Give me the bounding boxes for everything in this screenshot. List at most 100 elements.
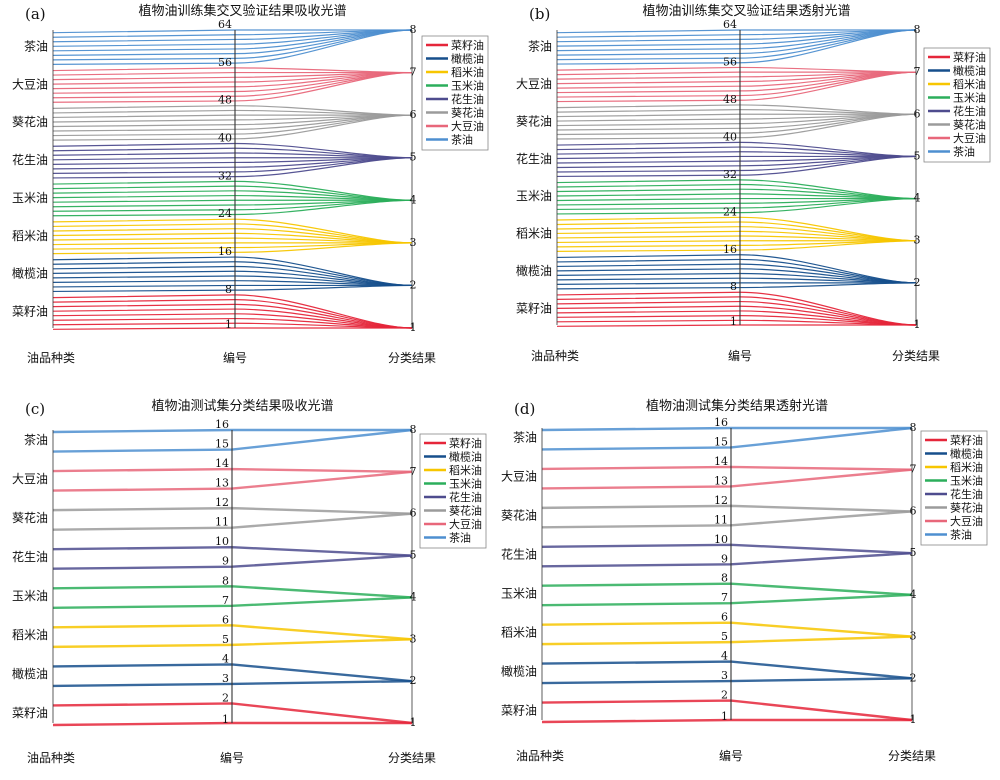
class-tick-label: 7	[410, 465, 417, 478]
id-tick-label: 11	[215, 516, 229, 529]
axis-title: 编号	[223, 350, 247, 365]
sample-line-16	[52, 256, 413, 287]
legend-entry: 橄榄油	[451, 52, 484, 66]
legend-entry: 大豆油	[950, 514, 983, 528]
legend-entry: 茶油	[451, 133, 473, 147]
category-label: 玉米油	[12, 191, 48, 205]
id-tick-label: 16	[714, 416, 728, 429]
category-label: 稻米油	[501, 625, 537, 639]
class-tick-label: 2	[410, 674, 417, 687]
id-tick-label: 10	[714, 533, 728, 546]
id-tick-label: 56	[218, 56, 232, 69]
panel-label: (c)	[25, 400, 45, 418]
series-lines	[556, 29, 917, 327]
sample-line-1	[52, 327, 412, 330]
id-tick-label: 16	[215, 418, 229, 431]
sample-line-8	[556, 291, 917, 326]
id-tick-label: 24	[723, 205, 737, 218]
axis-title: 编号	[719, 748, 743, 763]
category-label: 花生油	[12, 152, 48, 167]
id-tick-label: 40	[218, 132, 232, 145]
legend-entry: 菜籽油	[451, 38, 484, 52]
legend-entry: 玉米油	[451, 79, 484, 93]
id-tick-label: 3	[721, 669, 728, 682]
legend-entry: 花生油	[451, 92, 484, 106]
category-label: 大豆油	[501, 470, 537, 484]
class-tick-label: 5	[910, 546, 917, 559]
class-tick-label: 3	[914, 234, 921, 247]
legend-entry: 稻米油	[449, 463, 482, 477]
chart-title: 植物油测试集分类结果吸收光谱	[151, 398, 333, 414]
legend-entry: 葵花油	[953, 118, 986, 132]
id-tick-label: 8	[222, 574, 229, 587]
category-label: 橄榄油	[12, 266, 48, 281]
axis-title: 分类结果	[388, 751, 436, 765]
id-tick-label: 14	[215, 457, 229, 470]
class-tick-label: 7	[410, 66, 417, 79]
category-label: 大豆油	[12, 77, 48, 91]
id-tick-label: 11	[714, 513, 728, 526]
id-tick-label: 12	[215, 496, 229, 509]
legend-entry: 葵花油	[451, 106, 484, 120]
sample-line-32	[556, 179, 917, 200]
class-tick-label: 7	[914, 65, 921, 78]
id-tick-label: 7	[721, 591, 728, 604]
id-tick-label: 16	[218, 245, 232, 258]
id-tick-label: 1	[730, 315, 737, 328]
sample-line-40	[52, 142, 413, 159]
legend-entry: 稻米油	[953, 77, 986, 91]
category-label: 稻米油	[12, 229, 48, 243]
id-tick-label: 13	[714, 474, 728, 487]
legend-entry: 花生油	[953, 104, 986, 118]
id-tick-label: 4	[721, 650, 728, 663]
legend-entry: 菜籽油	[953, 50, 986, 64]
category-label: 稻米油	[516, 227, 552, 241]
category-label: 葵花油	[501, 508, 537, 523]
id-tick-label: 14	[714, 455, 728, 468]
id-tick-label: 10	[215, 535, 229, 548]
category-label: 茶油	[513, 430, 537, 445]
category-label: 菜籽油	[516, 302, 552, 316]
legend-entry: 稻米油	[950, 460, 983, 474]
id-tick-label: 1	[721, 710, 728, 723]
id-tick-label: 1	[225, 318, 232, 331]
id-tick-label: 4	[222, 652, 229, 665]
class-tick-label: 7	[910, 463, 917, 476]
legend-entry: 橄榄油	[950, 447, 983, 461]
id-tick-label: 9	[222, 555, 229, 568]
category-label: 玉米油	[516, 189, 552, 203]
id-tick-label: 2	[222, 691, 229, 704]
id-tick-label: 32	[723, 168, 737, 181]
class-tick-label: 4	[910, 588, 917, 601]
id-tick-label: 6	[222, 613, 229, 626]
category-label: 葵花油	[516, 113, 552, 128]
legend-entry: 大豆油	[953, 131, 986, 145]
id-tick-label: 3	[222, 672, 229, 685]
class-tick-label: 8	[410, 23, 417, 36]
category-label: 花生油	[12, 549, 48, 564]
class-tick-label: 2	[910, 671, 917, 684]
sample-line-64	[556, 29, 916, 34]
category-label: 花生油	[501, 547, 537, 562]
panel-a: (a) 植物油训练集交叉验证结果吸收光谱菜籽油橄榄油稻米油玉米油花生油葵花油大豆油…	[12, 3, 489, 365]
category-label: 玉米油	[501, 586, 537, 600]
id-tick-label: 8	[730, 280, 737, 293]
class-tick-label: 6	[910, 504, 917, 517]
series-lines	[52, 29, 413, 330]
category-label: 葵花油	[12, 114, 48, 129]
category-label: 大豆油	[516, 77, 552, 91]
id-tick-label: 8	[225, 283, 232, 296]
class-tick-label: 5	[410, 549, 417, 562]
chart-title: 植物油测试集分类结果透射光谱	[646, 398, 828, 414]
category-label: 茶油	[528, 38, 552, 53]
id-tick-label: 64	[218, 18, 232, 31]
category-label: 菜籽油	[12, 706, 48, 720]
chart-title: 植物油训练集交叉验证结果吸收光谱	[138, 3, 346, 19]
id-tick-label: 9	[721, 552, 728, 565]
axis-title: 编号	[728, 348, 752, 363]
sample-line-56	[52, 67, 413, 74]
class-tick-label: 1	[410, 716, 417, 729]
